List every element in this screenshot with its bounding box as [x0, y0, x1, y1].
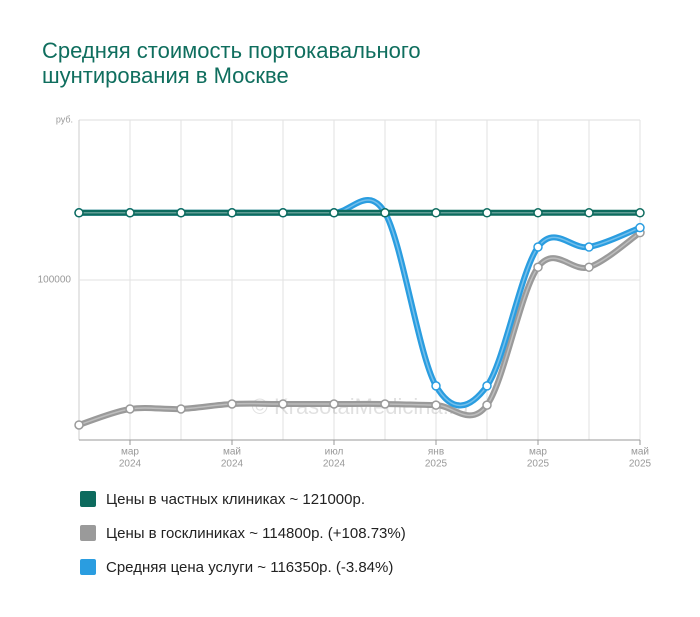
x-tick-label: 2025	[527, 459, 550, 470]
data-point	[482, 381, 492, 391]
data-point	[533, 208, 543, 218]
data-point	[431, 381, 441, 391]
y-axis-label: руб.	[56, 114, 73, 124]
legend-swatch	[80, 559, 96, 575]
x-tick-label: 2025	[629, 459, 652, 470]
data-point	[125, 404, 135, 414]
y-tick-label: 100000	[38, 275, 72, 286]
data-point	[227, 399, 237, 409]
data-point	[74, 420, 84, 430]
data-point	[227, 208, 237, 218]
x-tick-label: янв	[428, 447, 444, 458]
data-point	[176, 208, 186, 218]
x-tick-label: 2024	[221, 459, 244, 470]
data-point	[431, 400, 441, 410]
legend-label: Цены в частных клиниках ~ 121000р.	[106, 491, 365, 508]
legend-swatch	[80, 525, 96, 541]
x-tick-label: мар	[529, 447, 547, 458]
data-point	[329, 208, 339, 218]
data-point	[584, 242, 594, 252]
data-point	[431, 208, 441, 218]
data-point	[482, 400, 492, 410]
series-line-highlight	[78, 199, 641, 407]
x-tick-label: май	[631, 447, 649, 458]
data-point	[380, 399, 390, 409]
x-tick-label: 2025	[425, 459, 448, 470]
data-point	[584, 262, 594, 272]
data-point	[329, 399, 339, 409]
legend-swatch	[80, 491, 96, 507]
data-point	[482, 208, 492, 218]
data-point	[125, 208, 135, 218]
data-point	[74, 208, 84, 218]
data-point	[278, 399, 288, 409]
x-tick-label: май	[223, 447, 241, 458]
data-point	[533, 262, 543, 272]
data-point	[635, 208, 645, 218]
data-point	[635, 222, 645, 233]
data-point	[380, 208, 390, 218]
data-point	[278, 208, 288, 218]
data-point	[176, 404, 186, 414]
legend-label: Цены в госклиниках ~ 114800р. (+108.73%)	[106, 525, 406, 542]
legend-label: Средняя цена услуги ~ 116350р. (-3.84%)	[106, 559, 393, 576]
data-point	[584, 208, 594, 218]
x-tick-label: мар	[121, 447, 139, 458]
x-tick-label: 2024	[323, 459, 346, 470]
x-tick-label: июл	[325, 447, 344, 458]
chart-title: Средняя стоимость портокавального шунтир…	[42, 38, 421, 88]
x-tick-label: 2024	[119, 459, 142, 470]
series-line	[78, 197, 642, 409]
data-point	[533, 242, 543, 252]
